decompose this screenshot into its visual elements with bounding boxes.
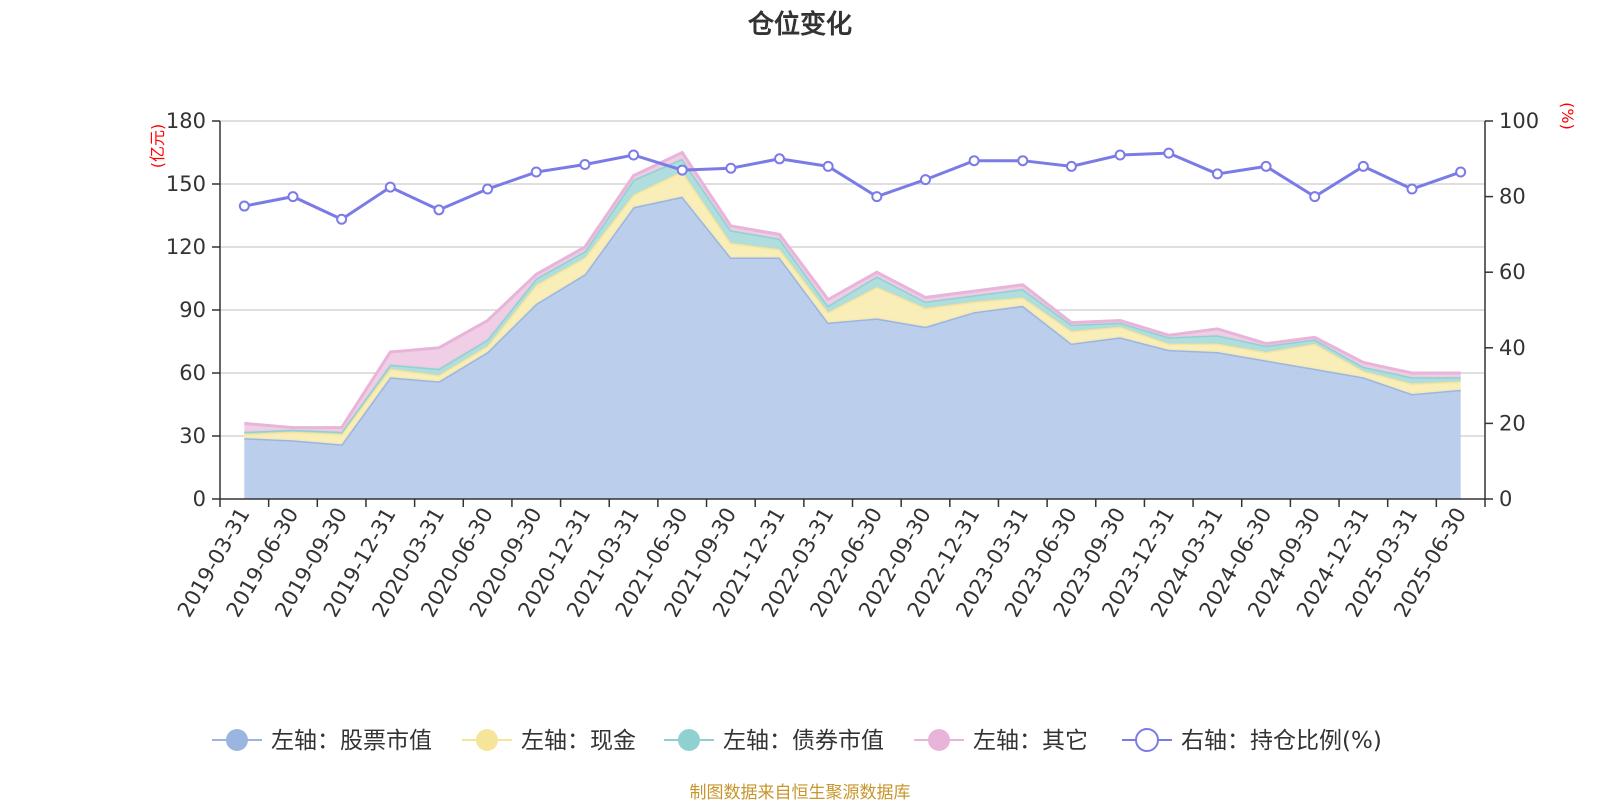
legend-label: 左轴：股票市值 <box>271 728 432 754</box>
area-series-2 <box>244 158 1461 434</box>
ratio-point <box>1211 168 1223 180</box>
ratio-point <box>822 160 834 172</box>
ratio-point <box>676 164 688 176</box>
ratio-point <box>1260 160 1272 172</box>
ratio-point <box>774 153 786 165</box>
left-tick-label: 0 <box>193 487 206 511</box>
ratio-point <box>384 181 396 193</box>
ratio-line-path <box>244 151 1462 221</box>
ratio-point <box>1455 166 1467 178</box>
chart-title: 仓位变化 <box>747 10 852 40</box>
ratio-point <box>287 191 299 203</box>
right-tick-label: 60 <box>1499 260 1526 284</box>
ratio-point <box>530 166 542 178</box>
data-source-note: 制图数据来自恒生聚源数据库 <box>689 783 911 803</box>
legend-marker <box>226 729 248 751</box>
legend-item-0[interactable]: 左轴：股票市值 <box>212 728 432 754</box>
ratio-point <box>919 174 931 186</box>
ratio-point <box>1309 191 1321 203</box>
legend-item-1[interactable]: 左轴：现金 <box>462 728 636 754</box>
ratio-point <box>725 162 737 174</box>
legend-label: 左轴：其它 <box>973 728 1088 754</box>
left-tick-label: 120 <box>166 235 206 259</box>
right-tick-label: 20 <box>1499 411 1526 435</box>
ratio-point <box>238 200 250 212</box>
ratio-point <box>1406 183 1418 195</box>
legend-label: 左轴：债券市值 <box>723 728 884 754</box>
ratio-point <box>336 213 348 225</box>
stacked-areas <box>244 150 1461 499</box>
right-tick-label: 100 <box>1499 109 1539 133</box>
ratio-point <box>1114 149 1126 161</box>
legend-label: 右轴：持仓比例(%) <box>1181 728 1382 754</box>
right-tick-label: 0 <box>1499 487 1512 511</box>
legend-marker <box>928 729 950 751</box>
area-series-0 <box>244 196 1461 499</box>
legend-item-4[interactable]: 右轴：持仓比例(%) <box>1122 728 1382 754</box>
left-tick-label: 150 <box>166 172 206 196</box>
right-tick-label: 80 <box>1499 185 1526 209</box>
ratio-point <box>579 158 591 170</box>
right-tick-label: 40 <box>1499 336 1526 360</box>
ratio-point <box>628 149 640 161</box>
left-tick-label: 60 <box>179 361 206 385</box>
ratio-point <box>482 183 494 195</box>
legend[interactable]: 左轴：股票市值 左轴：现金 左轴：债券市值 左轴：其它 右轴：持仓比例(%) <box>212 728 1382 754</box>
ratio-point <box>1357 160 1369 172</box>
left-tick-label: 90 <box>179 298 206 322</box>
left-tick-label: 180 <box>166 109 206 133</box>
ratio-line <box>238 147 1467 225</box>
ratio-point <box>968 155 980 167</box>
ratio-point <box>1163 147 1175 159</box>
ratio-point <box>1065 160 1077 172</box>
legend-label: 左轴：现金 <box>521 728 636 754</box>
left-tick-label: 30 <box>179 424 206 448</box>
right-axis-unit: (%) <box>1558 102 1577 130</box>
legend-item-2[interactable]: 左轴：债券市值 <box>664 728 884 754</box>
legend-marker <box>476 729 498 751</box>
ratio-point <box>433 204 445 216</box>
area-series-1 <box>244 171 1461 445</box>
left-axis-unit: (亿元) <box>148 124 167 169</box>
ratio-point <box>871 191 883 203</box>
ratio-point <box>1017 155 1029 167</box>
legend-marker <box>1135 728 1159 752</box>
legend-item-3[interactable]: 左轴：其它 <box>914 728 1088 754</box>
area-line-3 <box>244 150 1461 430</box>
legend-marker <box>678 729 700 751</box>
